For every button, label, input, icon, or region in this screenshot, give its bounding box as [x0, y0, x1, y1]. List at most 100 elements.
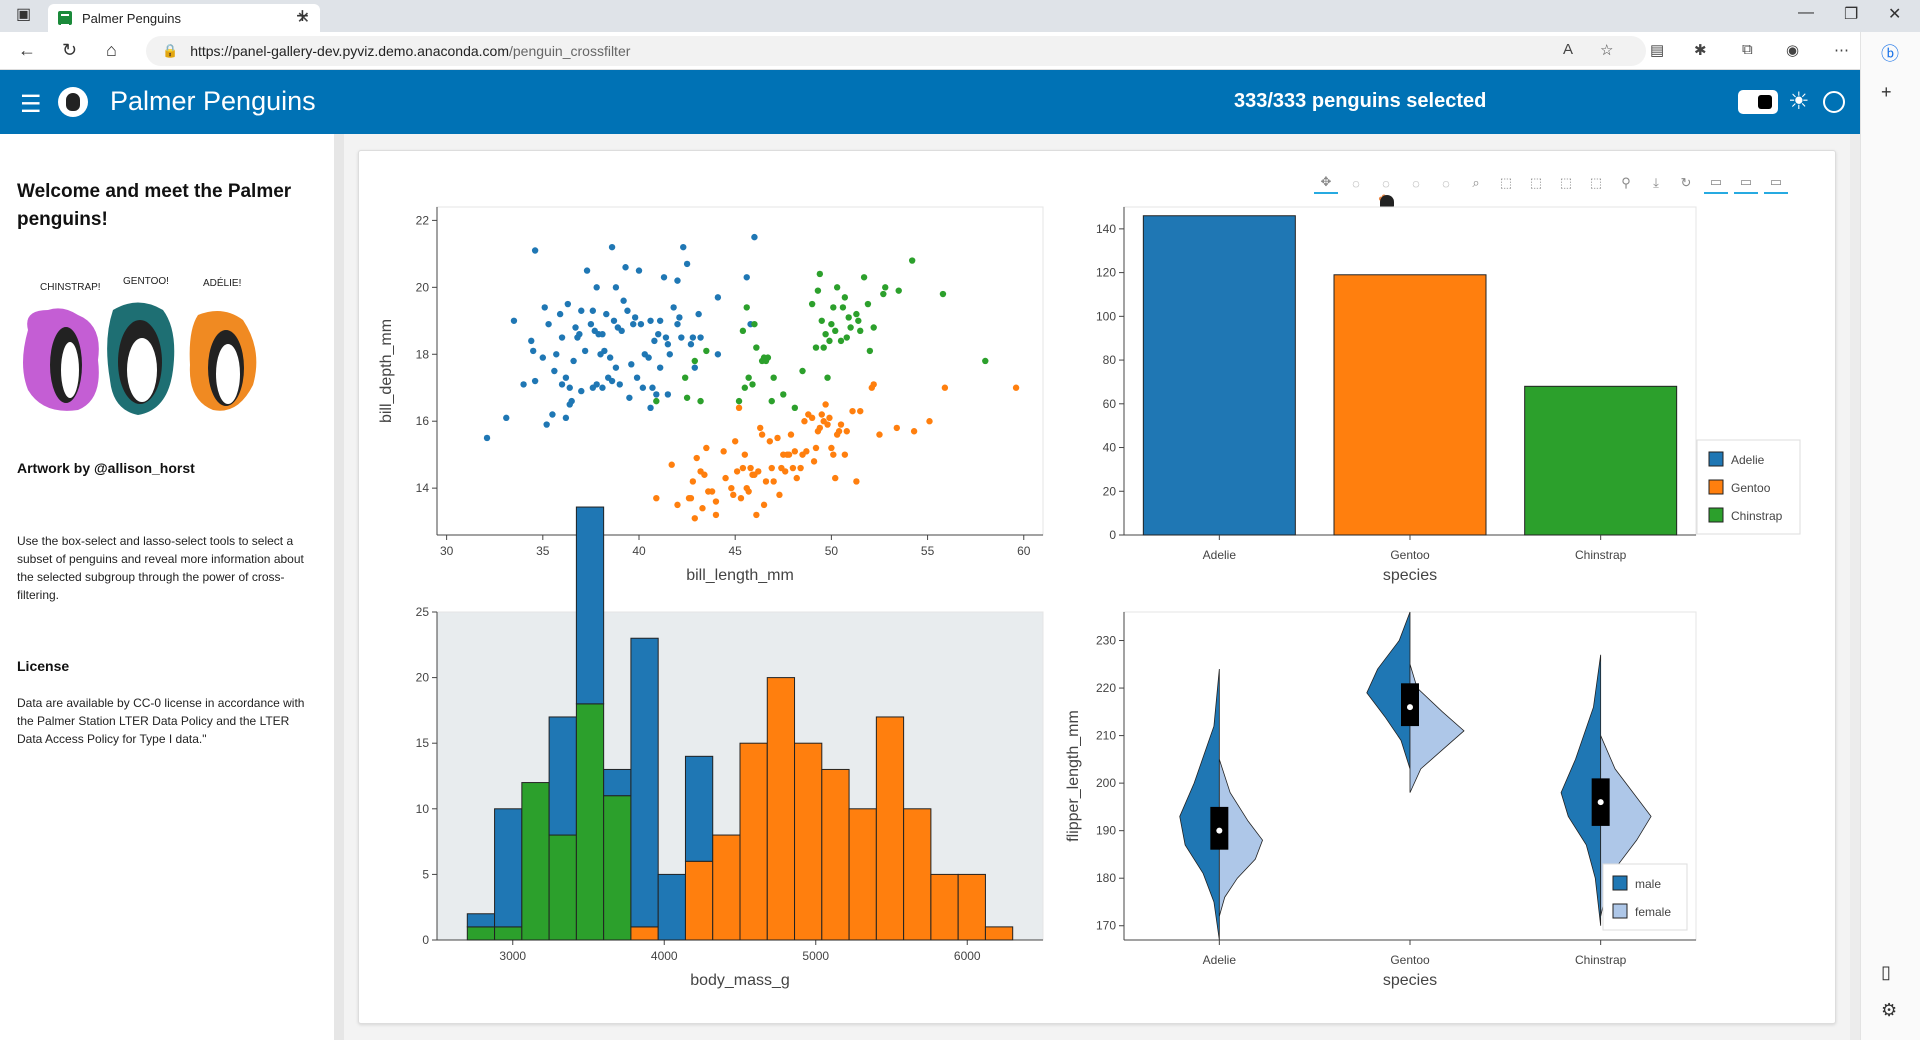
sidebar-scrollbar[interactable]	[334, 134, 344, 1040]
hist-bar	[575, 703, 605, 941]
scatter-point	[849, 407, 856, 415]
new-tab-icon[interactable]: +	[296, 3, 309, 28]
scatter-point	[791, 448, 799, 455]
plot-frame	[436, 206, 1044, 536]
scatter-point	[816, 270, 824, 278]
main-scrollbar[interactable]	[1850, 134, 1860, 1040]
lasso-tool-icon[interactable]: ◌	[1412, 175, 1420, 191]
scatter-point	[562, 414, 570, 422]
scatter-point	[647, 404, 654, 412]
scatter-point	[587, 320, 595, 328]
reset-tool-icon[interactable]: ↻	[1680, 175, 1692, 190]
add-sidebar-icon[interactable]: +	[1881, 82, 1892, 102]
flipper-violin-plot[interactable]: 170 180 190 200 210 220 230 flipper_length_mmsp…	[1065, 611, 1697, 989]
lasso-tool-icon[interactable]: ◌	[1442, 175, 1450, 191]
x-tick-label: 35	[536, 544, 550, 558]
scatter-point	[662, 334, 670, 341]
scatter-point	[749, 381, 756, 388]
lasso-tool-icon[interactable]: ◌	[1352, 175, 1360, 191]
box-select-tool-icon[interactable]: ⬚	[1529, 175, 1543, 190]
extension-icon[interactable]: ▤	[1650, 42, 1665, 59]
scatter-point	[833, 284, 841, 291]
hist-bar	[739, 742, 768, 941]
hover-tool-icon[interactable]: ▭	[1764, 172, 1788, 194]
scatter-point	[647, 317, 654, 324]
box-select-tool-icon[interactable]: ⬚	[1499, 175, 1513, 190]
url-field[interactable]: 🔒 https://panel-gallery-dev.pyviz.demo.a…	[146, 36, 1646, 66]
scatter-point	[670, 304, 677, 311]
refresh-icon[interactable]: ↻	[62, 40, 78, 60]
scatter-point	[743, 304, 750, 311]
x-tick-label: 4000	[651, 949, 678, 963]
license-heading: License	[17, 658, 70, 674]
home-icon[interactable]: ⌂	[106, 40, 117, 60]
menu-icon[interactable]: ☰	[20, 91, 42, 118]
scatter-point	[830, 451, 837, 458]
scatter-point	[820, 344, 827, 351]
violin-median	[1597, 799, 1604, 806]
scatter-point	[830, 304, 837, 311]
scatter-point	[741, 451, 749, 458]
legend-swatch	[1612, 875, 1628, 891]
collections-icon[interactable]: ⧉	[1742, 41, 1753, 58]
pan-tool-icon[interactable]: ✥	[1314, 172, 1338, 194]
theme-toggle[interactable]	[1738, 90, 1778, 114]
hover-tool-icon[interactable]: ▭	[1704, 172, 1728, 194]
scatter-point	[841, 294, 849, 301]
scatter-plot[interactable]: 14 16 18 20 22 bill_depth_mm bill_length_mm 30 3…	[378, 206, 1044, 584]
scatter-point	[832, 474, 839, 482]
scatter-point	[735, 397, 743, 405]
hover-tool-icon[interactable]: ▭	[1734, 172, 1758, 194]
scatter-point	[882, 284, 889, 291]
scatter-point	[860, 274, 868, 281]
scatter-point	[941, 384, 949, 391]
restore-icon[interactable]: ❐	[1844, 6, 1859, 23]
hist-bar	[684, 755, 714, 862]
sidebar-panel-icon[interactable]: ▯	[1881, 962, 1891, 982]
scatter-point	[697, 397, 704, 405]
lasso-tool-icon[interactable]: ◌	[1382, 175, 1390, 191]
more-menu-icon[interactable]: ⋯	[1834, 42, 1849, 59]
bing-icon[interactable]: ⓑ	[1881, 44, 1899, 64]
scatter-point	[572, 324, 579, 331]
scatter-point	[683, 260, 691, 268]
scatter-point	[799, 367, 806, 375]
favorite-star-icon[interactable]: ☆	[1600, 42, 1614, 59]
close-tab-icon[interactable]: ✕	[296, 10, 310, 27]
scatter-point	[857, 327, 864, 335]
scatter-point	[693, 454, 700, 462]
x-tick-label: Chinstrap	[1575, 953, 1627, 967]
sun-icon[interactable]: ☀	[1788, 88, 1810, 115]
puzzle-icon[interactable]: ✱	[1694, 42, 1707, 59]
save-tool-icon[interactable]: ⤓	[1653, 175, 1659, 190]
minimize-icon[interactable]: —	[1798, 4, 1814, 21]
profile-avatar-icon[interactable]: ◉	[1786, 42, 1800, 59]
y-tick-label: 180	[1096, 871, 1116, 885]
scatter-point	[853, 310, 860, 318]
scatter-point	[691, 515, 698, 522]
scatter-point	[628, 361, 635, 368]
browser-tab[interactable]: Palmer Penguins ✕	[48, 4, 320, 32]
violin-female-half	[1218, 759, 1263, 917]
artwork-credit: Artwork by @allison_horst	[17, 460, 195, 476]
scatter-point	[668, 461, 675, 468]
zoom-tool-icon[interactable]: ⚲	[1621, 175, 1631, 190]
close-window-icon[interactable]: ✕	[1888, 6, 1902, 23]
read-aloud-icon[interactable]: A	[1563, 41, 1574, 58]
body-mass-histogram[interactable]: 0 5 10 15 20 25 body_mass_g 3000 4000 5000 6000	[416, 506, 1044, 989]
tab-actions-icon[interactable]: ▣	[16, 6, 32, 23]
box-select-tool-icon[interactable]: ⬚	[1589, 175, 1603, 190]
scatter-point	[826, 337, 833, 345]
species-bar-chart[interactable]: 0 20 40 60 80 100 120 140 species Adelie Gentoo Chi…	[1096, 206, 1801, 584]
scatter-point	[818, 411, 825, 418]
box-zoom-tool-icon[interactable]: ⌕	[1472, 175, 1480, 190]
settings-gear-icon[interactable]: ⚙	[1881, 1000, 1898, 1020]
scatter-point	[695, 310, 702, 318]
x-tick-label: 45	[729, 544, 743, 558]
scatter-point	[714, 351, 722, 358]
box-select-tool-icon[interactable]: ⬚	[1559, 175, 1573, 190]
back-icon[interactable]: ←	[18, 40, 36, 60]
scatter-point	[910, 428, 918, 435]
bokeh-toolbar: ✥ ◌ ◌ ◌ ◌ ⌕ ⬚ ⬚ ⬚ ⬚ ⚲ ⤓ ↻ ▭ ▭ ▭ ✿	[1314, 172, 1788, 211]
